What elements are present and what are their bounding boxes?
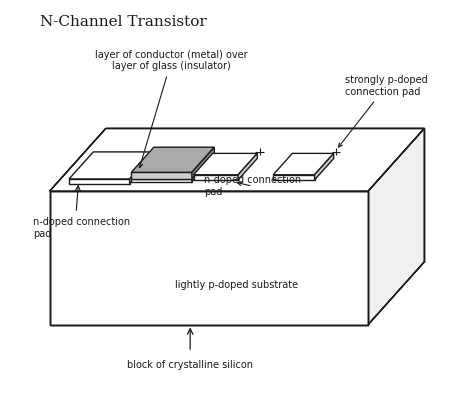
Polygon shape (50, 129, 424, 191)
Polygon shape (69, 179, 129, 183)
Text: n-doped connection
pad: n-doped connection pad (204, 176, 301, 197)
Polygon shape (273, 175, 315, 180)
Polygon shape (131, 172, 192, 179)
Polygon shape (192, 154, 214, 182)
Polygon shape (192, 147, 214, 179)
Text: layer of conductor (metal) over
layer of glass (insulator): layer of conductor (metal) over layer of… (95, 50, 248, 168)
Polygon shape (69, 152, 154, 179)
Polygon shape (315, 153, 334, 180)
Polygon shape (50, 191, 368, 325)
Text: lightly p-doped substrate: lightly p-doped substrate (175, 280, 299, 290)
Polygon shape (193, 175, 238, 180)
Text: n-doped connection
pad: n-doped connection pad (33, 217, 130, 238)
Text: strongly p-doped
connection pad: strongly p-doped connection pad (338, 75, 428, 147)
Text: block of crystalline silicon: block of crystalline silicon (127, 360, 253, 370)
Polygon shape (193, 153, 257, 175)
Polygon shape (131, 154, 214, 179)
Polygon shape (238, 153, 257, 180)
Polygon shape (368, 129, 424, 325)
Polygon shape (273, 153, 334, 175)
Polygon shape (131, 179, 192, 182)
Polygon shape (129, 152, 154, 183)
Polygon shape (131, 147, 214, 172)
Text: N-Channel Transistor: N-Channel Transistor (40, 15, 207, 29)
